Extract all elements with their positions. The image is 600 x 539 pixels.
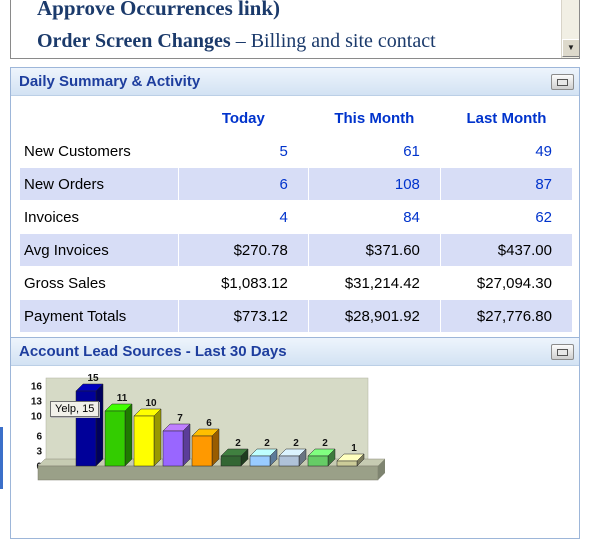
bar-value-label: 6: [206, 418, 212, 429]
bar-value-label: 2: [235, 438, 241, 449]
table-row: Payment Totals $773.12 $28,901.92 $27,77…: [20, 300, 572, 332]
scroll-down-icon: ▼: [567, 43, 575, 52]
daily-summary-header: Daily Summary & Activity: [11, 68, 579, 96]
row-label: Avg Invoices: [20, 234, 178, 266]
bar-value-label: 11: [117, 393, 128, 404]
empty-header-cell: [20, 103, 178, 134]
lead-sources-minimize-button[interactable]: [551, 344, 574, 360]
chart-base-front: [37, 465, 379, 481]
cell-today: 4: [178, 201, 308, 233]
daily-summary-table: Today This Month Last Month New Customer…: [19, 102, 573, 333]
cell-this-month: 108: [308, 168, 440, 200]
announcements-panel: Approve Occurrences link) Order Screen C…: [10, 0, 580, 59]
chart-bar: [104, 410, 126, 467]
chart-bar: [249, 455, 271, 467]
bar-value-label: 2: [264, 438, 270, 449]
chart-bar: [162, 430, 184, 467]
cell-this-month: 61: [308, 135, 440, 167]
chart-tooltip: Yelp, 15: [50, 401, 100, 417]
chart-bar-side: [124, 403, 133, 467]
cell-this-month: $31,214.42: [308, 267, 440, 299]
cell-last-month: 49: [440, 135, 572, 167]
chart-bar: [220, 455, 242, 467]
window-frame-fragment: [0, 427, 3, 489]
bar-value-label: 7: [177, 413, 183, 424]
announcement-line-2: Order Screen Changes – Billing and site …: [37, 30, 436, 53]
row-label: Invoices: [20, 201, 178, 233]
lead-sources-header: Account Lead Sources - Last 30 Days: [11, 338, 579, 366]
daily-summary-panel: Daily Summary & Activity Today This Mont…: [10, 67, 580, 344]
bar-value-label: 2: [322, 438, 328, 449]
bar-value-label: 1: [351, 443, 357, 454]
cell-this-month: $28,901.92: [308, 300, 440, 332]
announcement-line-2-rest: – Billing and site contact: [230, 30, 436, 52]
cell-last-month: 87: [440, 168, 572, 200]
row-label: New Orders: [20, 168, 178, 200]
row-label: Gross Sales: [20, 267, 178, 299]
y-axis-tick: 6: [36, 432, 42, 443]
y-axis-tick: 16: [31, 382, 43, 393]
chart-bar: [278, 455, 300, 467]
row-label: New Customers: [20, 135, 178, 167]
announcement-line-2-title: Order Screen Changes: [37, 30, 231, 52]
vertical-scrollbar[interactable]: ▼: [561, 0, 579, 58]
chart-bar-side: [182, 423, 191, 467]
chart-bar: [133, 415, 155, 467]
lead-sources-chart-area: 1613106301511107622221 Yelp, 15: [24, 374, 454, 519]
y-axis-tick: 10: [31, 412, 43, 423]
cell-last-month: $27,094.30: [440, 267, 572, 299]
cell-today: 5: [178, 135, 308, 167]
minimize-icon: [557, 78, 568, 86]
column-header-today: Today: [178, 103, 308, 134]
table-row: Gross Sales $1,083.12 $31,214.42 $27,094…: [20, 267, 572, 299]
cell-last-month: $27,776.80: [440, 300, 572, 332]
bar-value-label: 10: [145, 398, 157, 409]
chart-bar-side: [153, 408, 162, 467]
cell-this-month: $371.60: [308, 234, 440, 266]
cell-today: $270.78: [178, 234, 308, 266]
y-axis-tick: 3: [36, 447, 42, 458]
table-row: New Customers 5 61 49: [20, 135, 572, 167]
chart-bar: [307, 455, 329, 467]
minimize-icon: [557, 348, 568, 356]
column-header-last-month: Last Month: [440, 103, 572, 134]
cell-this-month: 84: [308, 201, 440, 233]
daily-summary-minimize-button[interactable]: [551, 74, 574, 90]
daily-summary-title: Daily Summary & Activity: [19, 73, 201, 90]
bar-value-label: 15: [87, 374, 99, 384]
bar-value-label: 2: [293, 438, 299, 449]
chart-bar: [336, 460, 358, 467]
cell-today: 6: [178, 168, 308, 200]
y-axis-tick: 13: [31, 397, 43, 408]
cell-today: $1,083.12: [178, 267, 308, 299]
table-row: Avg Invoices $270.78 $371.60 $437.00: [20, 234, 572, 266]
column-header-this-month: This Month: [308, 103, 440, 134]
row-label: Payment Totals: [20, 300, 178, 332]
announcement-line-1: Approve Occurrences link): [37, 0, 281, 20]
cell-last-month: 62: [440, 201, 572, 233]
lead-sources-panel: Account Lead Sources - Last 30 Days 16 13…: [10, 337, 580, 539]
cell-last-month: $437.00: [440, 234, 572, 266]
chart-bar-side: [95, 383, 104, 467]
cell-today: $773.12: [178, 300, 308, 332]
lead-sources-chart: 1613106301511107622221: [31, 374, 386, 481]
table-row: Invoices 4 84 62: [20, 201, 572, 233]
lead-sources-title: Account Lead Sources - Last 30 Days: [19, 343, 287, 360]
scrollbar-down-button[interactable]: ▼: [562, 39, 579, 57]
chart-base-side: [378, 459, 385, 480]
chart-bar: [191, 435, 213, 467]
table-row: New Orders 6 108 87: [20, 168, 572, 200]
table-header-row: Today This Month Last Month: [20, 103, 572, 134]
